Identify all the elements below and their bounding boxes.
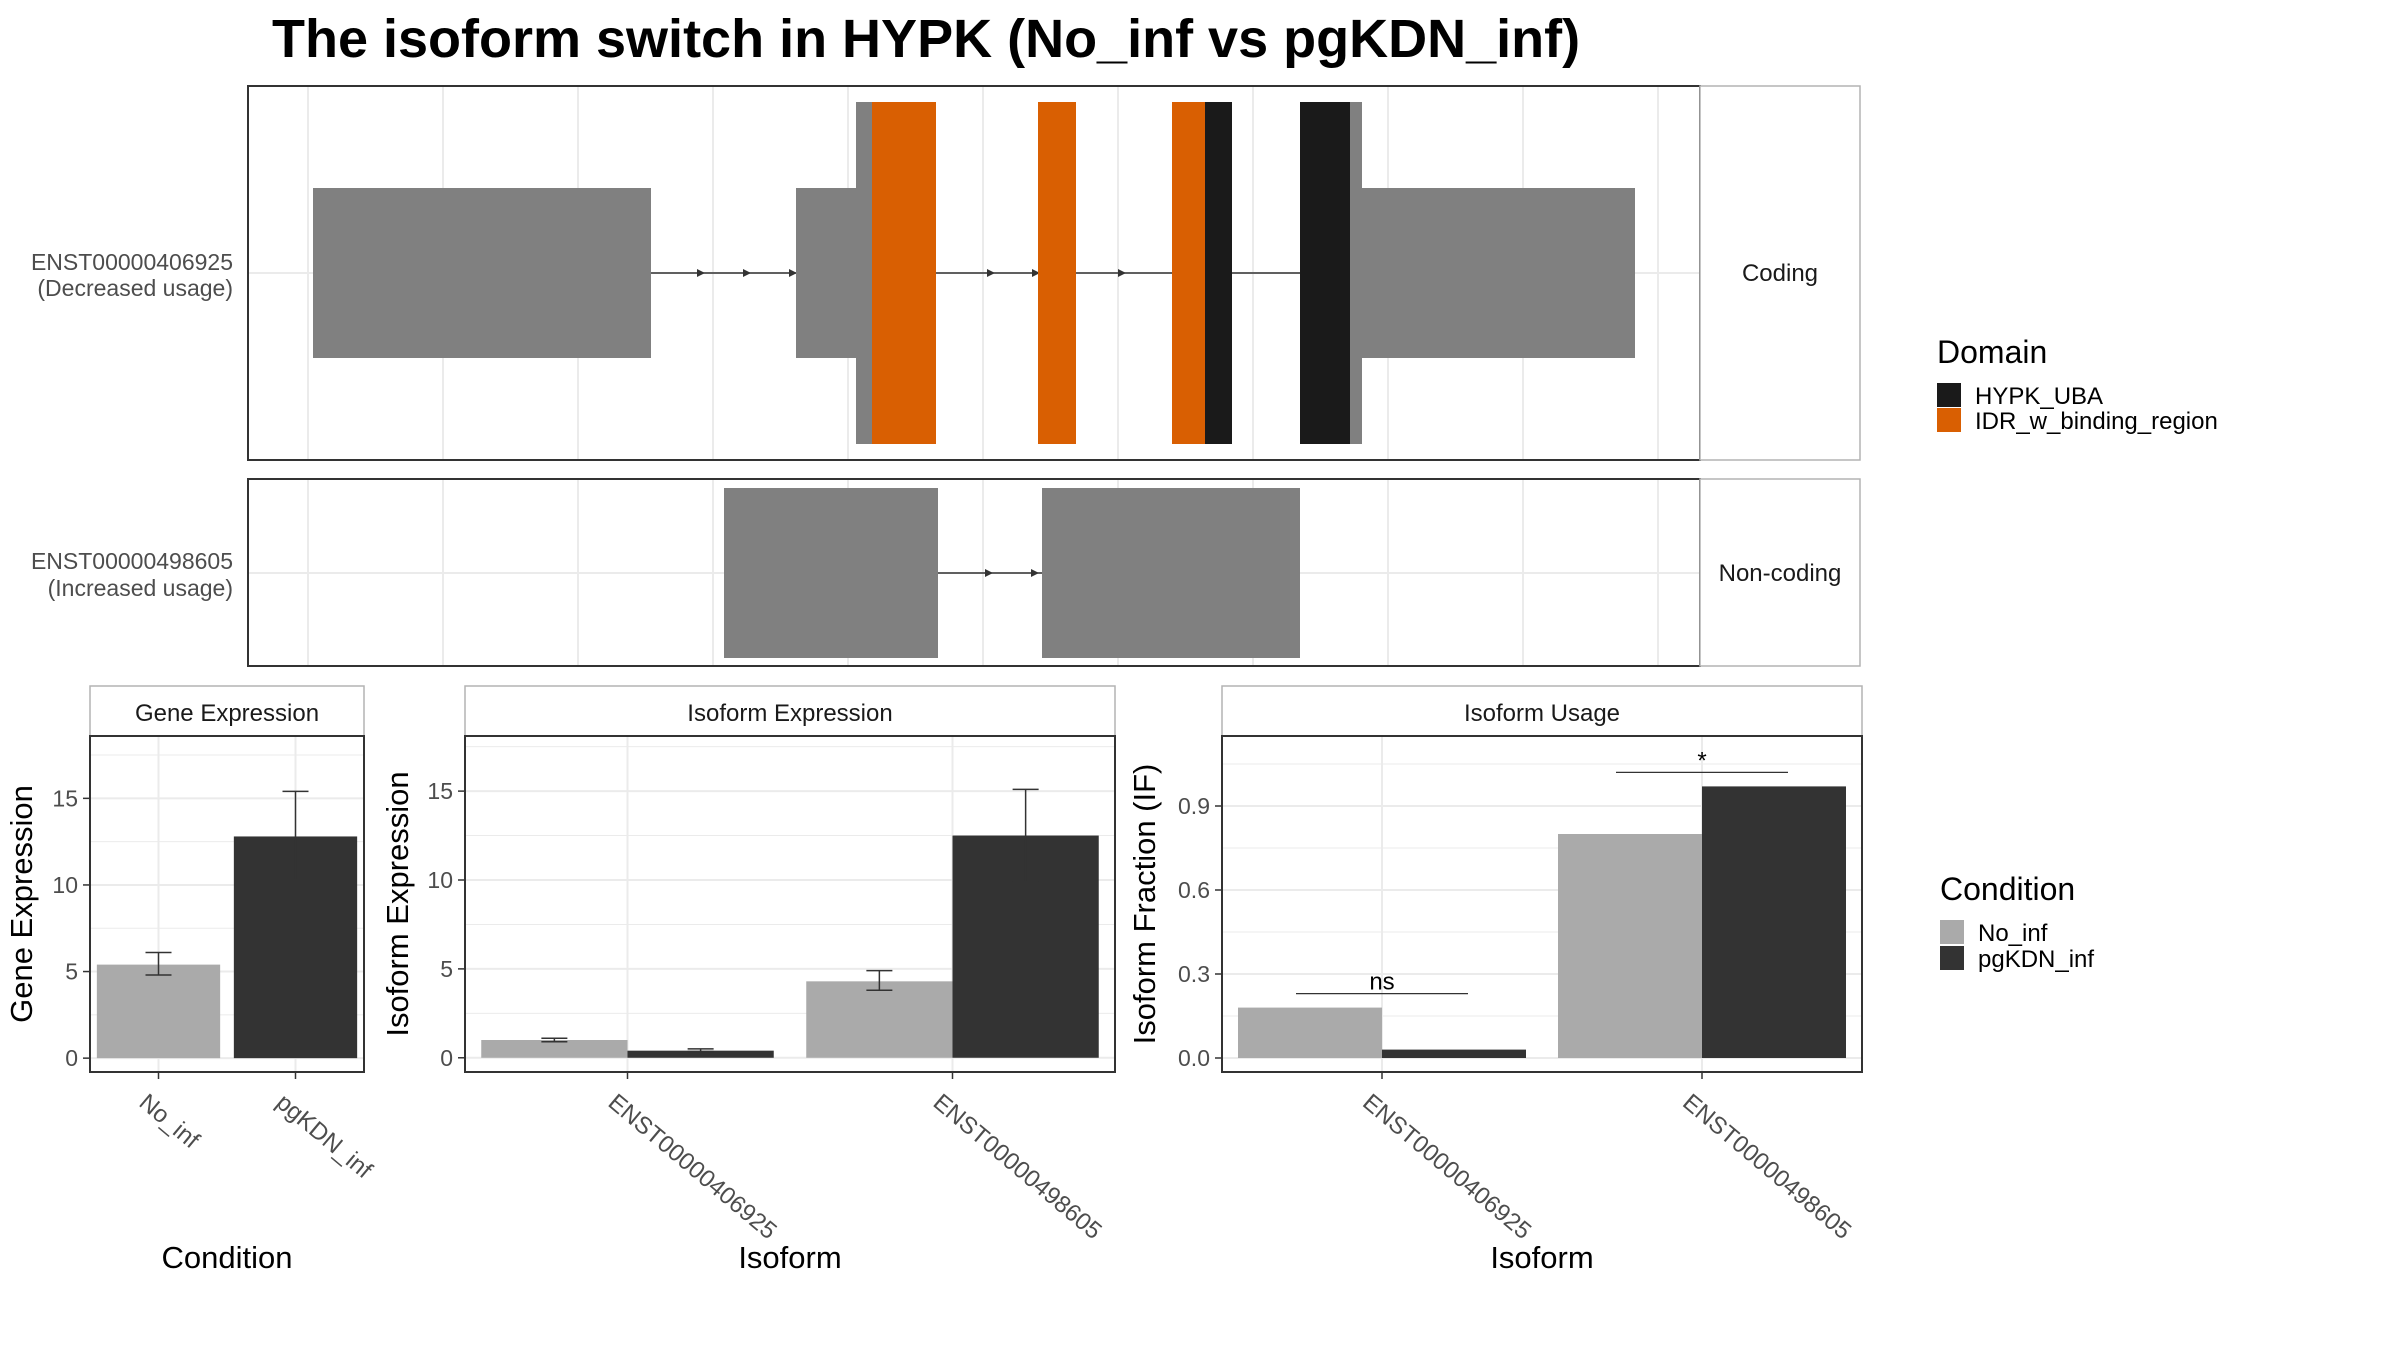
x-axis-title: Isoform [1490, 1240, 1593, 1275]
facet-strip [1699, 85, 1861, 461]
strip-label-coding: Coding [1742, 260, 1818, 287]
legend-key-idr [1937, 408, 1961, 432]
y-axis-title: Gene Expression [4, 785, 39, 1023]
y-tick-label: 0.6 [1178, 877, 1210, 903]
facet-strip [1699, 478, 1861, 667]
y-tick-label: 10 [52, 872, 78, 898]
isoform-label: ENST00000498605 [31, 548, 233, 574]
x-tick-label: No_inf [134, 1089, 205, 1154]
panel-border [89, 735, 365, 1073]
bar [96, 964, 221, 1059]
chart-panel: Gene Expression 0 5 10 15 No_inf pgKDN_inf Cond… [4, 685, 378, 1275]
structure-panel-noncoding: Non-coding ENST00000498605 (Increased us… [31, 478, 1861, 667]
legend-label: pgKDN_inf [1978, 946, 2094, 973]
bar [627, 1050, 774, 1058]
y-tick-label: 5 [440, 956, 453, 982]
legend-label: IDR_w_binding_region [1975, 408, 2218, 435]
y-axis-title: Isoform Fraction (IF) [1127, 764, 1162, 1045]
structure-panel-coding: Coding ENST00000406925 (Decreased usage) [31, 85, 1861, 461]
exon-utr [313, 188, 651, 358]
panel-border [464, 735, 1116, 1073]
y-axis-title: Isoform Expression [380, 771, 415, 1036]
bar [1238, 1007, 1382, 1058]
y-tick-label: 0 [65, 1045, 78, 1071]
condition-legend: Condition No_inf pgKDN_inf [1940, 871, 2094, 973]
facet-strip [89, 685, 365, 737]
x-tick-label: ENST00000498605 [1677, 1089, 1856, 1245]
legend-label: HYPK_UBA [1975, 383, 2103, 410]
legend-key-no-inf [1940, 920, 1964, 944]
y-tick-label: 15 [52, 785, 78, 811]
exon-noncoding [724, 488, 938, 658]
x-tick-label: ENST00000406925 [1357, 1089, 1536, 1245]
legend-label: No_inf [1978, 920, 2048, 947]
y-tick-label: 15 [427, 778, 453, 804]
bar [806, 981, 953, 1058]
chart-panel: Isoform Expression 0 5 10 15 ENST00000406925 E… [380, 685, 1116, 1275]
y-tick-label: 5 [65, 959, 78, 985]
exon-utr [796, 188, 856, 358]
domain-legend: Domain HYPK_UBA IDR_w_binding_region [1937, 334, 2218, 435]
significance-label: ns [1369, 969, 1394, 996]
bar [1382, 1049, 1526, 1058]
figure-title: The isoform switch in HYPK (No_inf vs pg… [272, 9, 1580, 69]
usage-label: (Increased usage) [48, 575, 233, 601]
intron-arrows [985, 569, 1039, 577]
x-tick-label: ENST00000498605 [928, 1089, 1107, 1245]
significance-label: * [1697, 747, 1706, 774]
legend-key-pgkdn-inf [1940, 946, 1964, 970]
panel-border [1221, 735, 1863, 1073]
domain-hypk-uba [1205, 102, 1232, 444]
exon-cds [1350, 102, 1362, 444]
x-tick-label: pgKDN_inf [271, 1089, 378, 1185]
domain-hypk-uba [1300, 102, 1350, 444]
x-axis-title: Condition [162, 1240, 293, 1275]
bar [481, 1040, 628, 1058]
legend-title: Domain [1937, 334, 2047, 370]
exon-noncoding [1042, 488, 1300, 658]
exon-cds [856, 102, 872, 444]
bar [1558, 834, 1702, 1058]
legend-title: Condition [1940, 871, 2075, 907]
isoform-label: ENST00000406925 [31, 249, 233, 275]
chart-panel: Isoform Usage 0.0 0.3 0.6 0.9 ns * ENST00000406… [1127, 685, 1863, 1275]
strip-label: Isoform Usage [1464, 700, 1620, 727]
domain-idr-w-binding-region [1172, 102, 1205, 444]
domain-idr-w-binding-region [872, 102, 936, 444]
x-axis-title: Isoform [738, 1240, 841, 1275]
y-tick-label: 0.9 [1178, 793, 1210, 819]
bar-charts: Gene Expression 0 5 10 15 No_inf pgKDN_inf Cond… [4, 685, 1863, 1275]
y-tick-label: 0 [440, 1045, 453, 1071]
strip-label: Gene Expression [135, 700, 319, 727]
y-tick-label: 0.0 [1178, 1045, 1210, 1071]
exon-utr [1362, 188, 1635, 358]
usage-label: (Decreased usage) [37, 275, 233, 301]
facet-strip [464, 685, 1116, 737]
y-tick-label: 0.3 [1178, 961, 1210, 987]
domain-idr-w-binding-region [1038, 102, 1076, 444]
intron-arrows [697, 269, 1126, 277]
x-tick-label: ENST00000406925 [603, 1089, 782, 1245]
legend-key-hypk-uba [1937, 383, 1961, 407]
bar [1702, 786, 1846, 1058]
strip-label: Isoform Expression [687, 700, 892, 727]
y-tick-label: 10 [427, 867, 453, 893]
strip-label-noncoding: Non-coding [1719, 560, 1842, 587]
